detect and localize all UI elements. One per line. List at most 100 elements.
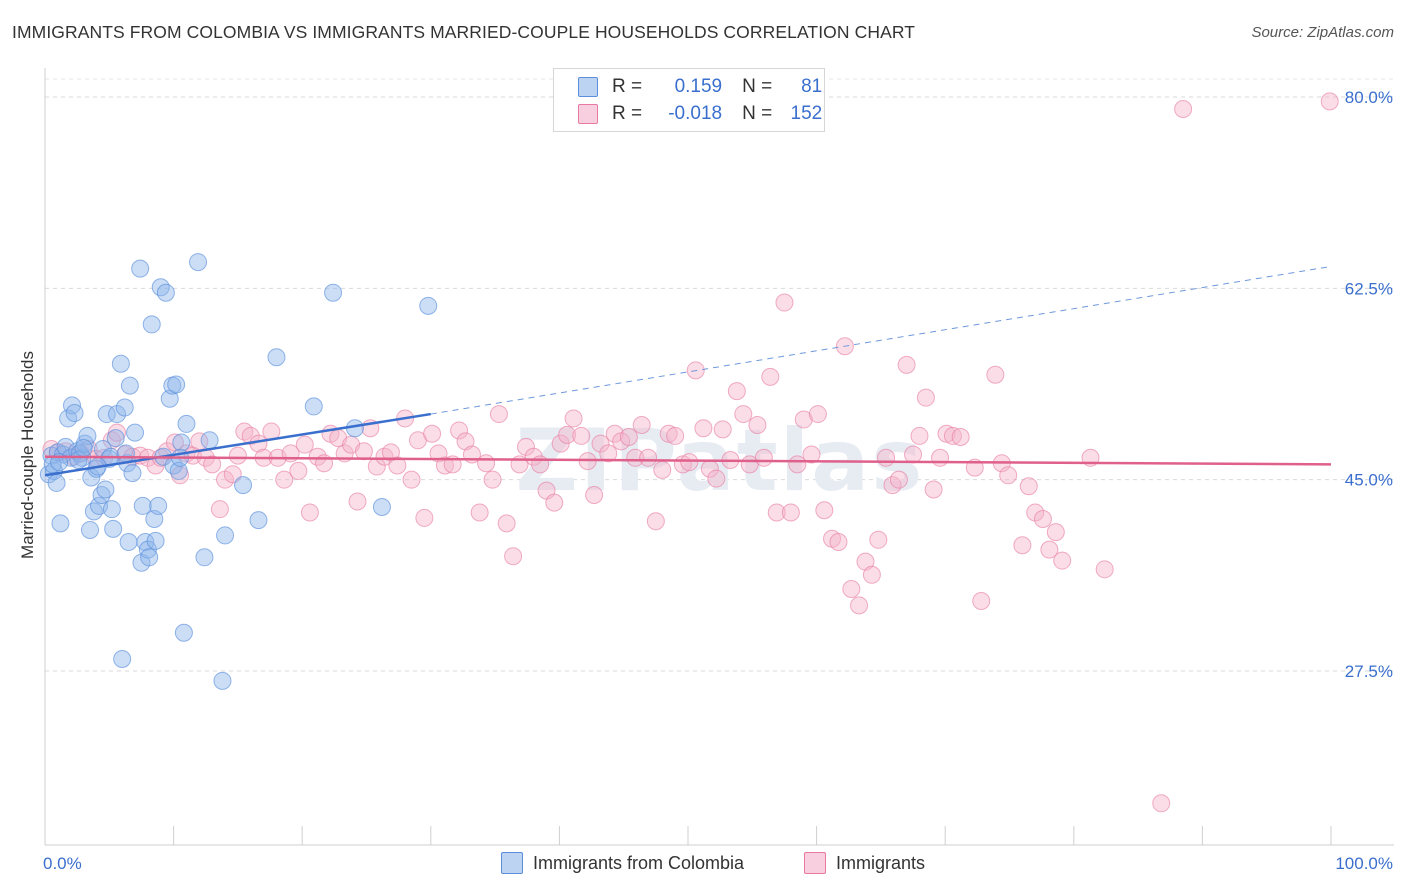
immigrants-point xyxy=(924,480,943,499)
colombia-point xyxy=(142,315,161,334)
immigrants-point xyxy=(943,426,962,445)
immigrants-swatch xyxy=(804,852,826,874)
colombia-point xyxy=(324,283,343,302)
colombia-point xyxy=(372,498,391,516)
grid-lines xyxy=(45,78,1394,672)
immigrants-point xyxy=(767,503,786,522)
colombia-point xyxy=(151,278,170,297)
immigrants-point xyxy=(1013,536,1032,555)
legend-row-colombia: R = 0.159 N = 81 xyxy=(578,75,822,99)
immigrants-point xyxy=(289,461,308,480)
colombia-trend-line xyxy=(44,412,431,477)
colombia-point xyxy=(117,444,136,463)
legend-row-immigrants: R = -0.018 N = 152 xyxy=(578,102,822,126)
immigrants-point xyxy=(1320,92,1339,111)
n-label: N = xyxy=(742,103,773,124)
trend-lines xyxy=(44,265,1332,477)
colombia-point xyxy=(177,414,196,433)
immigrants-point xyxy=(591,434,610,453)
legend-item-colombia[interactable]: Immigrants from Colombia xyxy=(501,852,744,874)
colombia-point xyxy=(102,500,121,519)
immigrants-point xyxy=(937,424,956,443)
colombia-point xyxy=(84,502,103,521)
immigrants-point xyxy=(889,470,908,489)
immigrants-point xyxy=(748,416,767,434)
colombia-point xyxy=(149,496,168,515)
y-tick-label: 80.0% xyxy=(1345,88,1393,107)
colombia-point xyxy=(200,431,219,450)
x-tick-label: 0.0% xyxy=(43,854,82,873)
colombia-point xyxy=(115,398,134,417)
x-tick-label: 100.0% xyxy=(1335,854,1393,873)
colombia-point xyxy=(123,464,142,483)
immigrants-point xyxy=(1046,523,1065,542)
colombia-point xyxy=(78,426,97,445)
colombia-point xyxy=(126,423,145,442)
legend-label: Immigrants xyxy=(836,852,926,873)
immigrants-point xyxy=(794,410,813,429)
source-credit: Source: ZipAtlas.com xyxy=(1251,24,1394,41)
immigrants-point xyxy=(916,388,935,407)
r-label: R = xyxy=(612,103,643,124)
immigrants-point xyxy=(972,592,991,611)
immigrants-point xyxy=(734,405,753,424)
immigrants-point xyxy=(348,492,367,511)
n-label: N = xyxy=(742,76,773,97)
immigrants-point xyxy=(1019,477,1038,496)
colombia-point xyxy=(81,520,100,539)
immigrants-point xyxy=(694,419,713,438)
colombia-point xyxy=(113,649,132,668)
immigrants-point xyxy=(877,448,896,467)
immigrants-point xyxy=(300,503,319,522)
immigrants-point xyxy=(646,512,665,531)
stats-legend: R = 0.159 N = 81 R = -0.018 N = 152 xyxy=(553,68,825,132)
immigrants-point xyxy=(713,420,732,439)
colombia-point xyxy=(111,354,130,373)
immigrants-point xyxy=(275,470,294,489)
immigrants-point xyxy=(1053,551,1072,570)
colombia-point xyxy=(106,429,125,448)
immigrants-point xyxy=(381,443,400,462)
colombia-point xyxy=(169,461,188,480)
immigrants-point xyxy=(897,355,916,374)
y-axis-label: Married-couple Households xyxy=(18,351,37,559)
legend-item-immigrants[interactable]: Immigrants xyxy=(804,852,925,874)
immigrants-point xyxy=(308,447,327,466)
colombia-point xyxy=(267,348,286,367)
immigrants-point xyxy=(666,426,685,445)
colombia-point xyxy=(213,671,232,690)
immigrants-point xyxy=(619,428,638,447)
immigrants-point xyxy=(564,409,583,428)
n-value: 81 xyxy=(801,76,823,97)
immigrants-point xyxy=(516,437,535,456)
immigrants-point xyxy=(904,445,923,464)
colombia-point xyxy=(167,375,186,394)
colombia-point xyxy=(120,376,139,395)
immigrants-point xyxy=(626,448,645,467)
immigrants-point xyxy=(869,530,888,549)
colombia-swatch xyxy=(578,77,598,97)
immigrants-point xyxy=(842,580,861,598)
immigrants-point xyxy=(761,367,780,386)
immigrants-point xyxy=(241,426,260,445)
colombia-point xyxy=(189,253,208,272)
colombia-point xyxy=(234,476,253,495)
immigrants-point xyxy=(808,405,827,424)
immigrants-point xyxy=(423,424,442,443)
immigrants-point xyxy=(999,466,1018,485)
immigrants-point xyxy=(910,426,929,445)
immigrants-point xyxy=(639,448,658,467)
immigrants-point xyxy=(754,448,773,467)
immigrants-point xyxy=(680,453,699,472)
immigrants-point xyxy=(1095,560,1114,579)
immigrants-point xyxy=(931,448,950,467)
immigrants-point xyxy=(727,382,746,401)
colombia-point xyxy=(216,526,235,545)
immigrants-point xyxy=(388,456,407,475)
y-tick-label: 62.5% xyxy=(1345,279,1393,298)
colombia-point xyxy=(51,514,70,533)
immigrants-point xyxy=(223,465,242,484)
immigrants-point xyxy=(1040,540,1059,559)
y-tick-labels: 27.5% 45.0% 62.5% 80.0% xyxy=(1345,88,1393,681)
